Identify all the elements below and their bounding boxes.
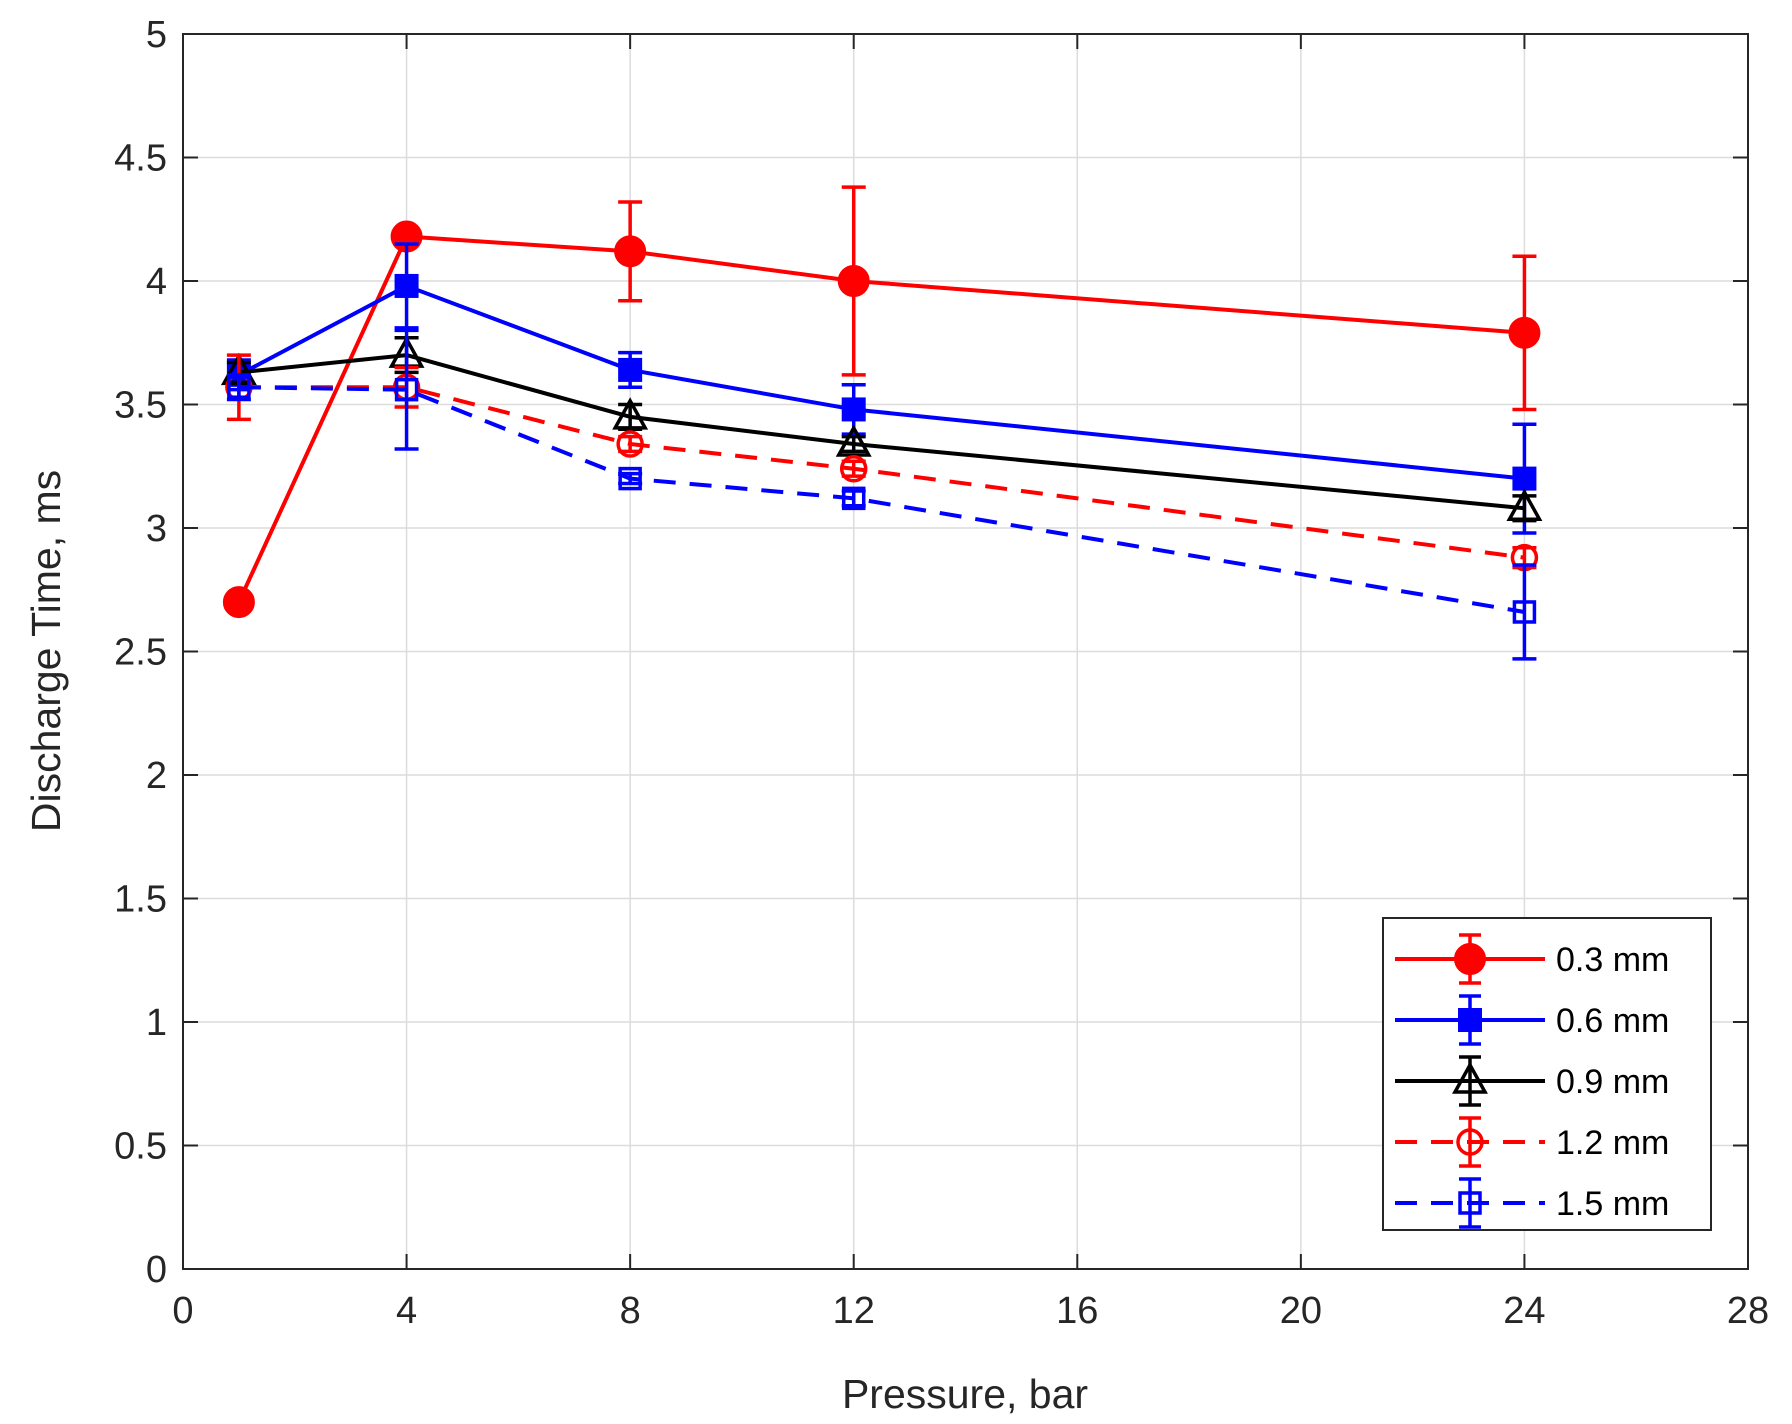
legend-marker [1454,943,1486,975]
x-tick-label: 8 [620,1290,641,1332]
tick-labels: 0 4 8 12 16 20 24 28 0 0.5 1 1.5 2 2.5 3 3.5 4 4.5 5 [114,14,1769,1332]
data-point [1508,316,1541,349]
x-tick-label: 4 [396,1290,417,1332]
y-tick-label: 2.5 [114,632,167,674]
series-layer [220,185,1543,661]
data-point [1512,600,1537,624]
legend-entry: 0.9 mm [1395,1055,1669,1107]
legend-label: 0.3 mm [1556,941,1669,979]
series-1-5-mm [226,328,1537,661]
data-point [394,377,419,402]
x-tick-label: 0 [172,1290,193,1332]
legend-entries: 0.3 mm 0.6 mm 0.9 mm 1.2 mm 1.5 mm [1395,933,1669,1229]
data-point [841,486,866,511]
legend: 0.3 mm 0.6 mm 0.9 mm 1.2 mm 1.5 mm [1382,917,1712,1231]
legend-entry: 0.6 mm [1395,994,1669,1046]
legend-marker [1452,1061,1488,1094]
ticks [182,33,1749,1270]
y-tick-label: 4 [146,261,167,303]
y-axis-title: Discharge Time, ms [23,470,69,832]
x-tick-label: 12 [833,1290,875,1332]
series-0-3-mm [222,185,1541,619]
data-point [618,357,643,382]
y-tick-label: 2 [146,755,167,797]
data-point [1506,488,1543,521]
data-point [618,466,642,491]
x-tick-label: 20 [1280,1290,1322,1332]
x-tick-label: 24 [1503,1290,1545,1332]
data-point [227,375,251,399]
legend-entry: 0.3 mm [1395,933,1669,985]
data-point [612,397,649,430]
data-point [614,235,647,268]
y-tick-label: 1 [146,1002,167,1044]
legend-entry: 1.2 mm [1395,1116,1669,1168]
y-tick-label: 5 [146,14,167,56]
legend-marker [1458,1191,1482,1215]
legend-marker [1458,1008,1482,1032]
x-axis-title: Pressure, bar [842,1371,1088,1417]
data-point [841,397,866,422]
legend-label: 0.9 mm [1556,1063,1669,1101]
data-point [837,265,870,297]
legend-label: 1.5 mm [1556,1185,1669,1223]
y-tick-label: 4.5 [114,138,167,180]
data-point [394,273,419,298]
legend-label: 0.6 mm [1556,1002,1669,1040]
y-tick-label: 3 [146,508,167,550]
data-point [616,430,644,458]
legend-label: 1.2 mm [1556,1124,1669,1162]
y-tick-label: 0.5 [114,1126,167,1168]
legend-marker [1456,1128,1484,1156]
x-tick-label: 16 [1056,1290,1098,1332]
data-point [839,454,868,483]
y-tick-label: 1.5 [114,879,167,921]
y-tick-label: 0 [146,1249,167,1291]
series-0-6-mm [226,242,1537,535]
data-point [1512,466,1537,491]
x-tick-label: 28 [1727,1290,1769,1332]
y-tick-label: 3.5 [114,385,167,427]
legend-entry: 1.5 mm [1395,1177,1669,1229]
data-point [222,586,255,619]
legend-box [1382,917,1712,1231]
